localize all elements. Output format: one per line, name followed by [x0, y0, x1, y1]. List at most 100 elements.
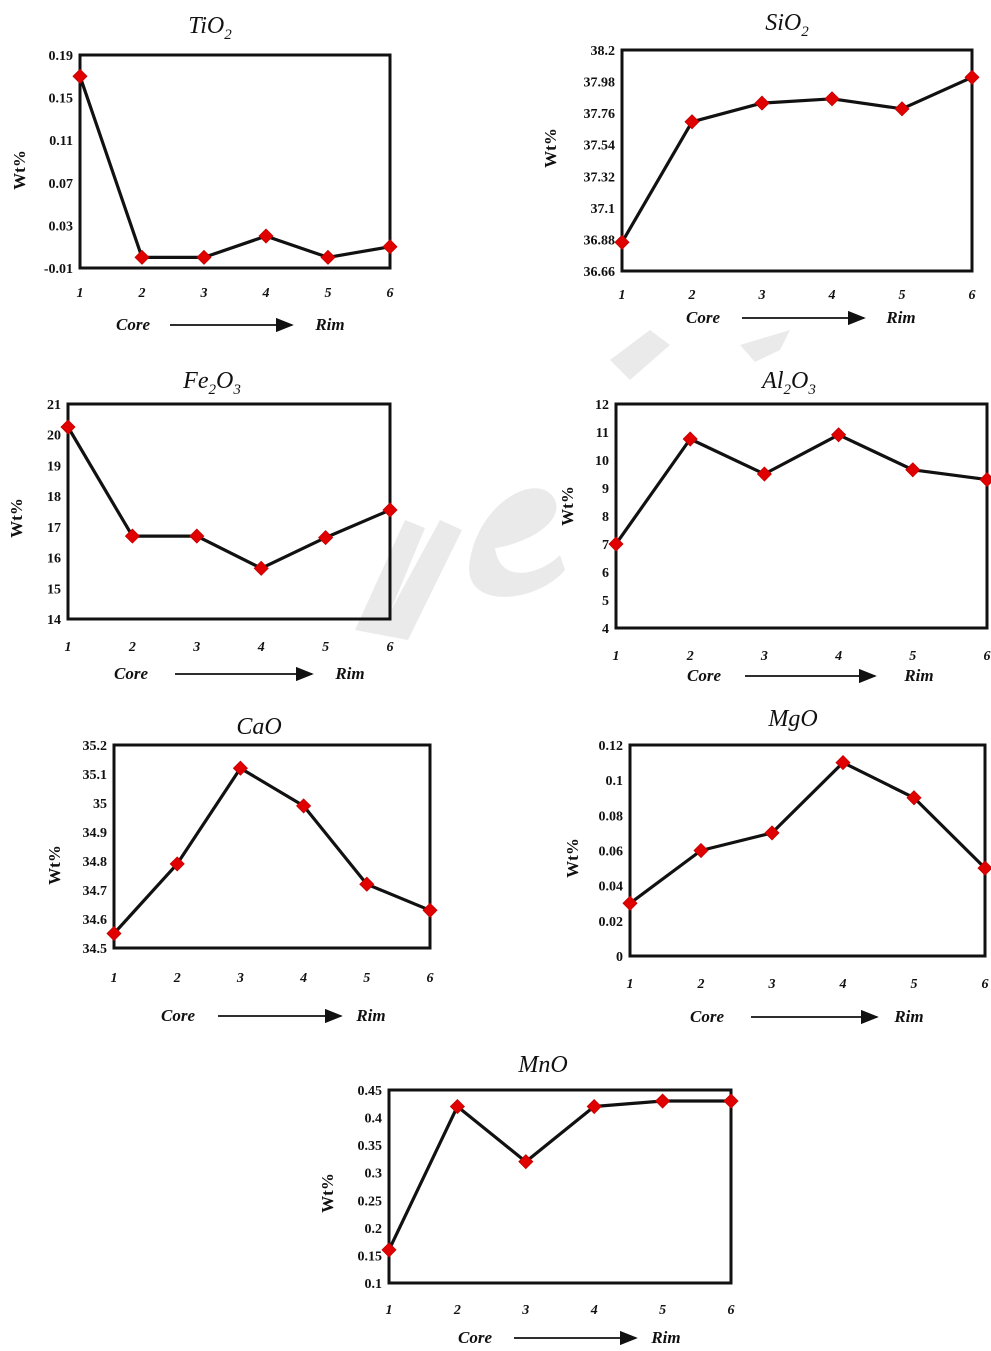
x-tick-label: 6 [969, 288, 976, 303]
plot-frame [387, 1088, 733, 1285]
data-point [189, 528, 205, 544]
y-tick-label: 0.25 [358, 1194, 383, 1209]
x-tick-label: 4 [262, 286, 270, 301]
y-tick-label: 0.1 [365, 1277, 383, 1292]
data-point [614, 234, 630, 250]
data-point [723, 1093, 739, 1109]
chart-cao-panel: CaO 34.5 34.6 34.7 34.8 34.9 35 35.1 35.2 1 2 3 4 5 6 W… [45, 714, 438, 1025]
x-tick-label: 3 [192, 640, 200, 655]
data-point [422, 902, 438, 918]
y-tick-label: 35.1 [83, 768, 108, 783]
x-tick-label: 4 [257, 640, 265, 655]
x-tick-label: 5 [911, 977, 918, 992]
core-label: Core [161, 1006, 195, 1025]
y-tick-label: 20 [47, 429, 61, 444]
y-tick-label: 4 [602, 622, 609, 637]
data-point [124, 528, 140, 544]
y-tick-label: 35.2 [83, 739, 108, 754]
y-tick-label: 19 [47, 459, 61, 474]
data-point [296, 798, 312, 814]
data-point [232, 760, 248, 776]
data-point [320, 249, 336, 265]
y-tick-label: 15 [47, 582, 61, 597]
chart-title: Al2O3 [760, 368, 816, 398]
y-tick-label: 17 [47, 521, 61, 536]
data-point [134, 249, 150, 265]
y-tick-label: 21 [47, 398, 61, 413]
watermark-stroke [469, 488, 565, 597]
x-tick-label: 3 [236, 971, 244, 986]
rim-label: Rim [650, 1328, 680, 1347]
y-tick-label: 6 [602, 566, 609, 581]
chart-mgo-panel: MgO 0 0.02 0.04 0.06 0.08 0.1 0.12 1 2 3 4 5 6 Wt% Core… [563, 706, 991, 1026]
data-point [382, 502, 398, 518]
y-tick-label: 38.2 [591, 44, 616, 59]
x-tick-label: 6 [728, 1303, 735, 1318]
chart-title: CaO [236, 714, 281, 740]
series-line [629, 760, 987, 905]
core-label: Core [114, 664, 148, 683]
y-tick-label: 0.2 [365, 1222, 383, 1237]
data-point [72, 68, 88, 84]
x-tick-label: 3 [758, 288, 766, 303]
y-tick-label: 37.98 [584, 76, 616, 91]
series-line [78, 75, 391, 259]
data-point [318, 530, 334, 546]
x-tick-label: 4 [828, 288, 836, 303]
y-tick-label: 0.07 [49, 177, 74, 192]
y-tick-label: 34.9 [83, 826, 108, 841]
x-tick-label: 5 [899, 288, 906, 303]
x-tick-label: 4 [834, 649, 842, 664]
x-tick-label: 6 [982, 977, 989, 992]
series-line [614, 433, 988, 545]
data-point [60, 419, 76, 435]
core-label: Core [690, 1007, 724, 1026]
data-point [964, 69, 980, 85]
rim-label: Rim [885, 308, 915, 327]
data-point [253, 560, 269, 576]
rim-label: Rim [355, 1006, 385, 1025]
x-tick-label: 6 [427, 971, 434, 986]
core-label: Core [458, 1328, 492, 1347]
rim-label: Rim [314, 315, 344, 334]
x-tick-label: 2 [138, 286, 146, 301]
y-tick-label: 10 [595, 454, 609, 469]
y-tick-label: 35 [93, 797, 107, 812]
chart-title: MgO [767, 706, 817, 732]
core-label: Core [116, 315, 150, 334]
data-point [169, 856, 185, 872]
y-tick-label: 9 [602, 482, 609, 497]
x-tick-label: 2 [686, 649, 694, 664]
x-tick-label: 6 [387, 286, 394, 301]
data-point [518, 1154, 534, 1170]
y-tick-label: 0.11 [49, 134, 73, 149]
watermark-stroke [610, 330, 670, 380]
y-axis-label: Wt% [10, 150, 29, 190]
x-tick-label: 3 [768, 977, 776, 992]
y-tick-label: 0.3 [365, 1167, 383, 1182]
x-tick-label: 4 [590, 1303, 598, 1318]
data-point [754, 95, 770, 111]
x-tick-label: 2 [453, 1303, 461, 1318]
x-tick-label: 5 [363, 971, 370, 986]
data-point [835, 755, 851, 771]
data-point [894, 101, 910, 117]
x-tick-label: 1 [627, 977, 634, 992]
x-tick-label: 3 [760, 649, 768, 664]
rim-label: Rim [893, 1007, 923, 1026]
core-label: Core [687, 666, 721, 685]
y-axis-label: Wt% [563, 838, 582, 878]
x-tick-label: 1 [77, 286, 84, 301]
x-tick-label: 5 [322, 640, 329, 655]
y-axis-label: Wt% [45, 845, 64, 885]
x-tick-label: 2 [173, 971, 181, 986]
y-axis-label: Wt% [7, 498, 26, 538]
data-point [764, 825, 780, 841]
y-tick-label: 5 [602, 594, 609, 609]
x-tick-label: 1 [619, 288, 626, 303]
data-point [693, 842, 709, 859]
data-point [381, 1242, 397, 1258]
y-tick-label: 14 [47, 613, 61, 628]
